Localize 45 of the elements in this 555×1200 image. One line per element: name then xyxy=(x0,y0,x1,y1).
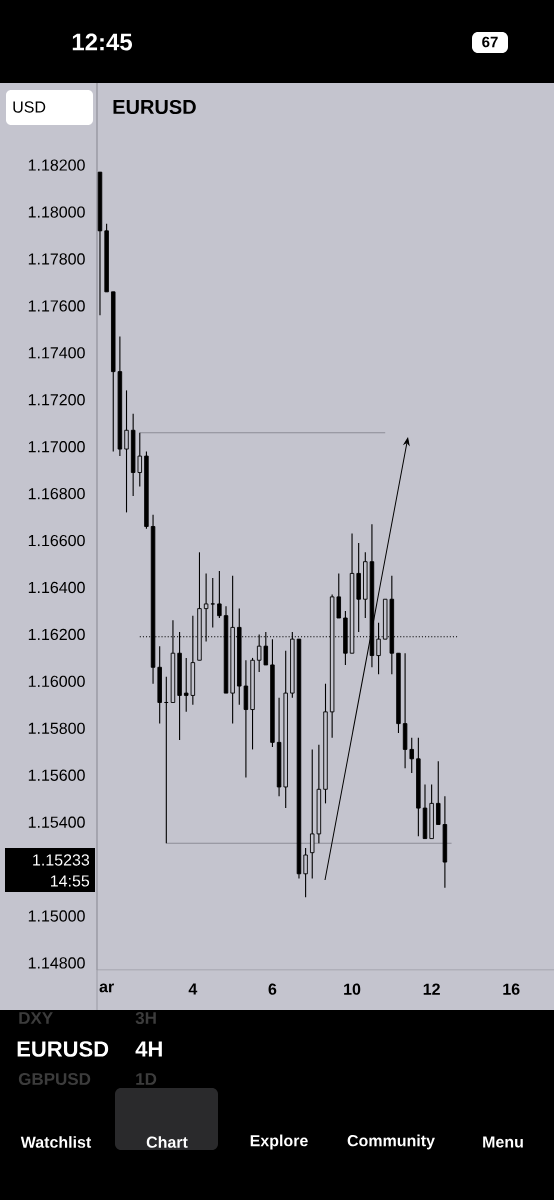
y-tick-label: 1.16800 xyxy=(29,487,86,500)
text: Explore xyxy=(250,1134,309,1150)
text: 1D xyxy=(136,1073,157,1085)
y-tick-label: 1.14800 xyxy=(29,957,86,969)
x-tick-label: 6 xyxy=(268,983,277,995)
text: DXY xyxy=(19,1012,54,1024)
candlestick xyxy=(210,577,216,628)
x-tick-label: 4 xyxy=(188,983,198,995)
text: Chart xyxy=(147,1136,188,1148)
y-tick-label: 1.17800 xyxy=(29,253,86,265)
x-tick-label: 12 xyxy=(423,983,441,995)
text: EURUSD xyxy=(113,99,197,115)
candlestick xyxy=(303,847,309,898)
x-tick-label: ar xyxy=(99,983,115,993)
text: Menu xyxy=(483,1136,524,1148)
text: 3H xyxy=(135,1011,157,1025)
y-tick-label: 1.16000 xyxy=(29,675,86,688)
x-tick-label: 10 xyxy=(344,983,361,995)
candlestick xyxy=(217,570,222,619)
y-tick-label: 1.15000 xyxy=(29,910,86,922)
text: Community xyxy=(347,1134,436,1150)
text: 4H xyxy=(135,1041,163,1057)
y-tick-label: 1.18000 xyxy=(29,206,86,218)
text: 12:45 xyxy=(73,33,133,51)
y-tick-label: 1.17000 xyxy=(29,441,86,453)
candlestick xyxy=(376,622,382,675)
y-tick-label: 1.18200 xyxy=(29,159,86,171)
y-tick-label: 1.16600 xyxy=(29,534,86,547)
text: 67 xyxy=(482,36,498,48)
y-tick-label: 1.17600 xyxy=(29,300,86,312)
y-tick-label: 1.15400 xyxy=(29,816,86,828)
x-tick-label: 16 xyxy=(503,983,520,995)
text: 14:55 xyxy=(51,875,90,887)
y-tick-label: 1.17400 xyxy=(29,347,86,359)
y-tick-label: 1.17200 xyxy=(29,394,86,406)
text: Watchlist xyxy=(21,1136,92,1148)
text: GBPUSD xyxy=(19,1072,91,1086)
y-tick-label: 1.15800 xyxy=(29,722,86,734)
text: 1.15233 xyxy=(33,854,90,866)
candlestick xyxy=(124,389,130,513)
text: EURUSD xyxy=(17,1041,109,1057)
y-tick-label: 1.16400 xyxy=(29,581,86,594)
y-tick-label: 1.16200 xyxy=(29,628,86,641)
text: USD xyxy=(13,101,46,113)
y-tick-label: 1.15600 xyxy=(29,769,86,781)
